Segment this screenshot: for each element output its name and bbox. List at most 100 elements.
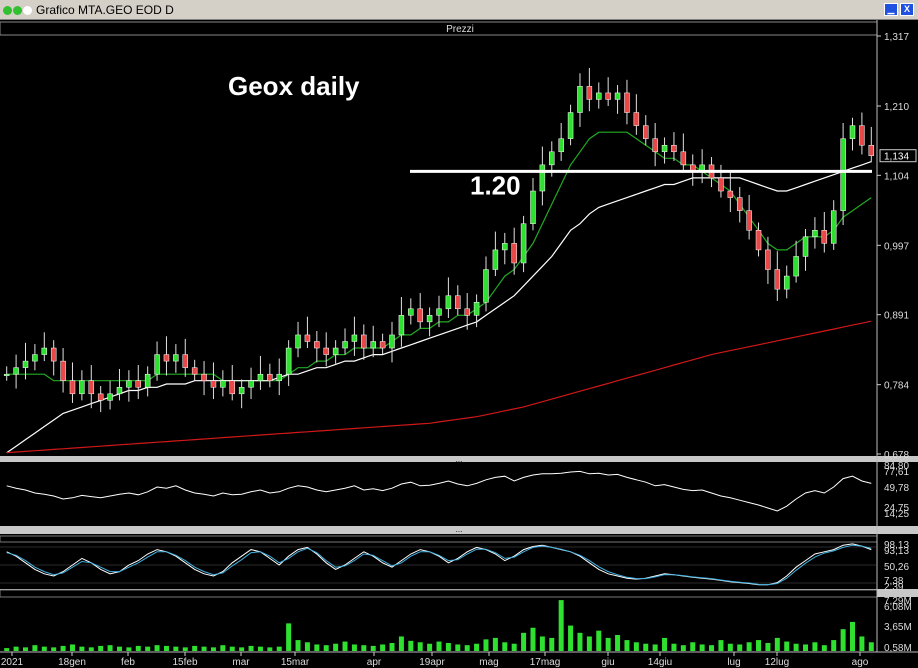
panel-separator — [0, 456, 918, 462]
moving-average-line — [6, 320, 872, 454]
volume-bar — [436, 641, 442, 651]
candle-body — [191, 367, 198, 375]
y-tick-label: 24,75 — [884, 503, 909, 514]
window-menu-icon[interactable] — [23, 6, 32, 15]
volume-bar — [539, 636, 545, 651]
candle-body — [849, 125, 856, 139]
candle-body — [361, 334, 367, 349]
volume-bar — [756, 640, 762, 651]
candle-body — [643, 125, 649, 139]
chart-background — [0, 20, 918, 668]
volume-bar — [737, 644, 743, 651]
panel-grip-icon: ... — [456, 525, 463, 534]
volume-bar — [680, 645, 686, 651]
last-value-label: 1,134 — [884, 152, 909, 163]
volume-bar — [850, 621, 856, 651]
volume-bar — [868, 642, 874, 651]
volume-bar — [98, 645, 104, 651]
volume-bar — [116, 646, 122, 651]
candle-body — [304, 334, 311, 342]
y-tick-label: 0,891 — [884, 311, 909, 322]
candle-body — [22, 360, 29, 368]
volume-bar — [295, 640, 301, 651]
volume-bar — [615, 635, 621, 651]
candle-body — [50, 347, 57, 362]
x-tick-label: 19apr — [419, 657, 445, 668]
volume-bar — [398, 636, 404, 651]
y-tick-label: 2,39 — [884, 582, 904, 593]
volume-bar — [859, 636, 865, 651]
volume-bar — [417, 642, 423, 651]
moving-average-line — [6, 161, 872, 454]
y-tick-label: 49,78 — [884, 483, 909, 494]
x-tick-label: mar — [232, 657, 250, 668]
candle-body — [370, 341, 376, 349]
candle-body — [812, 230, 818, 238]
candle-body — [718, 177, 724, 192]
status-icon — [13, 6, 22, 15]
volume-bar — [746, 642, 752, 651]
chart-area: Prezzi.........1,3171,2101,1040,9970,891… — [0, 20, 918, 668]
volume-bar — [821, 645, 827, 651]
candle-body — [549, 151, 555, 166]
x-tick-label: 15feb — [172, 657, 197, 668]
volume-bar — [577, 632, 583, 651]
volume-bar — [342, 641, 348, 651]
candle-body — [88, 380, 95, 395]
candle-body — [520, 223, 527, 264]
volume-bar — [652, 644, 658, 651]
candle-body — [558, 138, 564, 153]
candle-body — [285, 347, 292, 375]
volume-bar — [709, 645, 715, 651]
volume-bar — [774, 637, 780, 651]
volume-bar — [276, 646, 282, 651]
y-tick-label: 93,13 — [884, 546, 909, 557]
candle-body — [859, 125, 865, 146]
candle-body — [229, 380, 235, 395]
volume-bar — [69, 644, 75, 651]
volume-bar — [88, 647, 94, 651]
candle-body — [802, 236, 809, 257]
candle-body — [746, 210, 752, 231]
y-tick-label: 3,65M — [884, 622, 912, 633]
candle-body — [774, 269, 781, 290]
window-titlebar: Grafico MTA.GEO EOD D ▁ X — [0, 0, 918, 20]
y-tick-label: 7,38 — [884, 576, 904, 587]
volume-bar — [126, 647, 132, 651]
candle-body — [295, 334, 301, 349]
volume-bar — [502, 642, 508, 651]
volume-bar — [671, 643, 677, 651]
candle-body — [783, 275, 790, 290]
candle-body — [455, 295, 461, 310]
candle-body — [567, 112, 574, 139]
candle-body — [267, 373, 273, 381]
volume-bar — [427, 643, 433, 651]
candle-body — [511, 243, 517, 264]
x-tick-label: 12lug — [765, 657, 789, 668]
panel-header — [0, 535, 878, 543]
close-button[interactable]: X — [900, 3, 914, 16]
volume-bar — [210, 647, 216, 651]
volume-bar — [163, 645, 169, 651]
candle-body — [492, 249, 499, 270]
volume-bar — [633, 642, 639, 651]
y-tick-label: 1,104 — [884, 171, 909, 182]
candle-body — [473, 301, 480, 316]
candle-body — [586, 86, 593, 100]
y-tick-label: 0,58M — [884, 643, 912, 654]
volume-bar — [483, 639, 489, 651]
volume-bar — [840, 629, 846, 651]
x-tick-label: feb — [121, 657, 135, 668]
volume-bar — [333, 643, 339, 651]
candle-body — [248, 380, 254, 388]
y-tick-label: 1,210 — [884, 102, 909, 113]
candle-body — [596, 92, 602, 100]
panel-header — [0, 589, 878, 598]
candle-body — [210, 380, 217, 388]
y-tick-label: 0,784 — [884, 381, 909, 392]
candle-body — [238, 387, 245, 395]
minimize-icon[interactable]: ▁ — [884, 3, 898, 16]
x-tick-label: apr — [367, 657, 382, 668]
candle-body — [182, 354, 189, 368]
candle-body — [793, 256, 799, 277]
